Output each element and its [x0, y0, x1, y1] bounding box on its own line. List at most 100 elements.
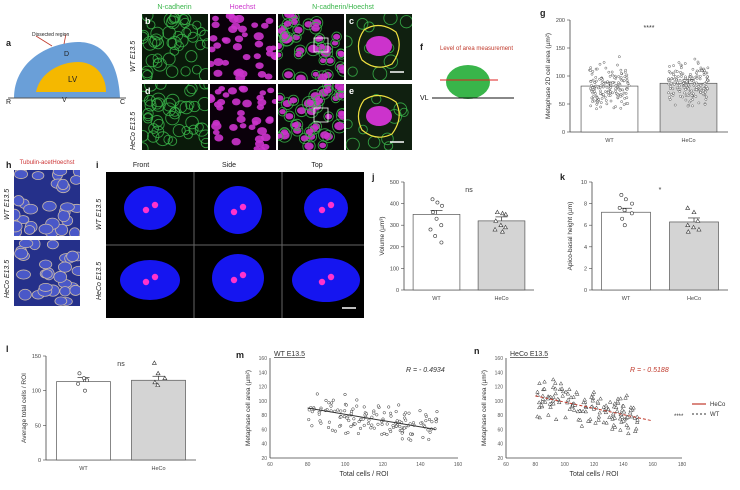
nucleus [278, 52, 282, 58]
data-point [433, 234, 438, 238]
cell-outline [188, 100, 201, 113]
nucleus [260, 133, 271, 142]
y-tick-label: 60 [261, 427, 267, 433]
data-point [367, 418, 371, 422]
y-tick-label: 400 [390, 202, 399, 208]
data-point [620, 100, 623, 103]
cell-outline [278, 131, 284, 141]
x-tick-label: 120 [379, 462, 388, 468]
x-tick-label: 120 [590, 462, 599, 468]
data-point [411, 421, 416, 425]
data-point [625, 76, 629, 80]
cell-outline [150, 115, 164, 128]
data-point [684, 75, 687, 79]
data-point [590, 84, 593, 87]
data-point [327, 420, 331, 424]
data-point [675, 70, 679, 73]
data-point [434, 216, 439, 221]
bar-heco [131, 379, 186, 461]
data-point [548, 404, 553, 409]
data-point [353, 422, 357, 426]
data-point [551, 377, 556, 382]
data-point [621, 403, 626, 408]
data-point [581, 400, 586, 405]
data-point [611, 73, 614, 77]
data-point [83, 388, 87, 393]
bar-wt [56, 381, 111, 461]
data-point [605, 85, 609, 89]
data-point [681, 95, 684, 99]
cell-outline [383, 14, 398, 26]
cell-outline [203, 84, 208, 90]
data-point [669, 82, 673, 86]
data-point [317, 412, 321, 416]
data-point [622, 103, 626, 106]
chart-j: 0 100 200 300 400 500 Volume (µm³) WT HeCo ns [379, 180, 534, 302]
nucleus-3d [292, 258, 360, 302]
y-tick-label: 100 [556, 74, 565, 80]
fit-line [307, 407, 436, 430]
cell-outline [282, 18, 293, 30]
data-point [627, 410, 633, 415]
data-point [685, 205, 691, 210]
cell [14, 220, 23, 233]
cell-outline [142, 107, 154, 120]
nucleus [295, 52, 302, 58]
nucleus [233, 69, 242, 77]
cell-outline [322, 84, 334, 96]
d-label: D [64, 51, 69, 58]
nucleus [266, 50, 274, 57]
chromosome-mass [366, 106, 392, 126]
cell-outline [142, 69, 153, 80]
data-point [604, 99, 608, 102]
data-point [704, 98, 708, 101]
cell [18, 288, 32, 301]
data-point [695, 218, 701, 223]
cell [57, 261, 72, 273]
cell-outline [346, 35, 353, 48]
data-point [619, 414, 625, 419]
nucleus [296, 74, 306, 80]
data-point [619, 94, 623, 98]
data-point [597, 98, 601, 101]
data-point [620, 216, 625, 221]
data-point [402, 426, 406, 430]
zoom-box [313, 37, 329, 53]
data-point [492, 226, 498, 232]
nucleus [322, 45, 332, 53]
y-tick-label: 200 [556, 18, 565, 24]
micro-c-zoom [346, 14, 412, 80]
data-point [682, 81, 685, 85]
data-point [680, 75, 683, 78]
data-point [623, 395, 628, 400]
row-label-heco: HeCo E13.5 [130, 111, 137, 150]
data-point [318, 419, 322, 423]
cell [18, 240, 34, 249]
data-point [434, 420, 438, 424]
data-point [623, 97, 626, 100]
data-point [345, 416, 349, 420]
cell-outline [293, 49, 304, 60]
cell-outline [142, 142, 149, 150]
data-point [633, 429, 638, 433]
nucleus [311, 24, 320, 32]
nucleus [289, 97, 298, 104]
data-point [668, 65, 671, 68]
nucleus [232, 43, 243, 51]
panel-letter-g: g [540, 8, 546, 18]
nucleus [229, 124, 238, 131]
chart-l: 0 50 100 150 Average total cells / ROI WT HeCo… [21, 354, 196, 472]
data-point [680, 66, 683, 70]
y-tick-label: 150 [556, 46, 565, 52]
data-point [324, 398, 328, 402]
c-label: C [120, 99, 125, 106]
cell-boundary-trace [357, 94, 400, 138]
centrosome-dot [318, 206, 326, 214]
nucleus [270, 45, 276, 51]
data-point [672, 73, 675, 77]
data-point [626, 82, 630, 85]
data-point [598, 62, 602, 66]
data-point [691, 67, 695, 71]
data-point [599, 101, 603, 104]
panel-letter-a: a [6, 38, 12, 48]
